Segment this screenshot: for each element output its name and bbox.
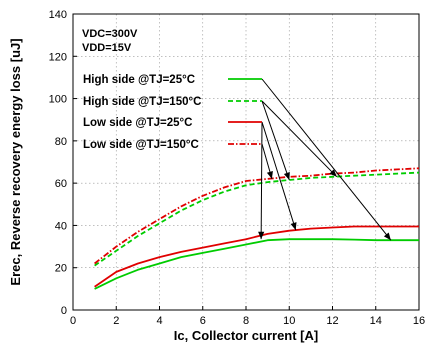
- legend-arrows: [258, 78, 392, 241]
- legend-arrow-2: [261, 121, 297, 231]
- legend-arrowhead-5: [283, 172, 290, 180]
- series-line-0: [94, 238, 419, 290]
- annotation-vdd: VDD=15V: [82, 42, 132, 54]
- y-tick-label: 120: [49, 51, 67, 63]
- x-tick-label: 8: [243, 315, 249, 327]
- y-tick-label: 140: [49, 9, 67, 21]
- x-tick-label: 16: [413, 315, 425, 327]
- y-tick-label: 80: [55, 136, 67, 148]
- x-tick-label: 2: [113, 315, 119, 327]
- y-tick-label: 0: [61, 305, 67, 317]
- legend-label-high-25: High side @TJ=25°C: [83, 74, 195, 86]
- y-tick-label: 40: [55, 220, 67, 232]
- legend-label-low-25: Low side @TJ=25°C: [83, 117, 192, 129]
- legend-arrow-0: [261, 78, 392, 241]
- x-axis-label: Ic, Collector current [A]: [174, 328, 318, 343]
- series-line-1: [94, 171, 420, 267]
- legend-arrowhead-0: [383, 232, 391, 241]
- x-tick-label: 10: [283, 315, 295, 327]
- legend-arrow-1: [261, 100, 338, 178]
- series-line-2: [94, 225, 419, 288]
- legend-label-high-150: High side @TJ=150°C: [83, 96, 201, 108]
- series-lines: [94, 167, 420, 290]
- legend: High side @TJ=25°C High side @TJ=150°C L…: [83, 74, 262, 151]
- legend-arrowhead-1: [329, 169, 337, 177]
- y-tick-label: 20: [55, 263, 67, 275]
- legend-arrowhead-2: [290, 222, 297, 231]
- legend-arrow-4: [260, 121, 263, 240]
- grid: [73, 14, 419, 310]
- x-tick-label: 14: [370, 315, 382, 327]
- y-axis-label: Erec, Reverse recovery energy loss [uJ]: [8, 38, 23, 285]
- legend-arrow-5: [261, 100, 290, 181]
- x-tick-label: 4: [156, 315, 162, 327]
- x-tick-label: 12: [326, 315, 338, 327]
- ticks: 0 2 4 6 8 10 12 14 16 0 20 40 60 80 100 120 140: [49, 9, 425, 327]
- y-tick-label: 60: [55, 178, 67, 190]
- series-line-3: [94, 167, 420, 265]
- annotation-vdc: VDC=300V: [82, 28, 138, 40]
- legend-label-low-150: Low side @TJ=150°C: [83, 139, 199, 151]
- x-tick-label: 0: [70, 315, 76, 327]
- legend-arrowhead-3: [266, 171, 273, 179]
- x-tick-label: 6: [200, 315, 206, 327]
- y-tick-label: 100: [49, 94, 67, 106]
- legend-arrowhead-4: [258, 231, 265, 240]
